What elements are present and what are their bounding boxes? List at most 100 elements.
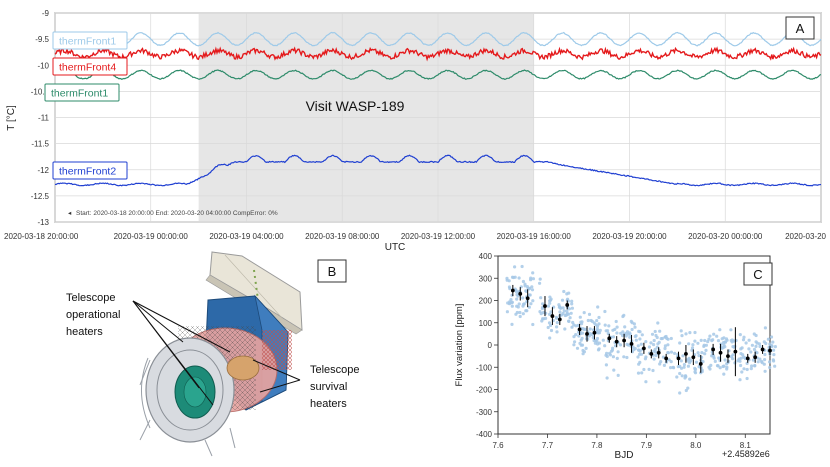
binned-point: [711, 347, 716, 352]
raw-point: [531, 277, 536, 281]
y-tick-label: 0: [488, 341, 493, 350]
raw-point: [752, 332, 756, 336]
raw-point: [725, 365, 729, 369]
raw-point: [516, 294, 520, 298]
x-tick-label: 7.7: [542, 441, 554, 450]
x-tick-label: 7.8: [591, 441, 603, 450]
raw-point: [638, 352, 642, 356]
binned-point: [745, 356, 750, 361]
raw-point: [688, 377, 692, 381]
raw-point: [769, 335, 774, 339]
panel-c-y-axis-label: Flux variation [ppm]: [454, 304, 465, 387]
raw-point: [647, 367, 651, 371]
raw-point: [570, 306, 575, 310]
raw-point: [640, 333, 644, 337]
panel-c-y-ticks: 400 300 200 100 0 -100 -200 -300 -400: [476, 252, 498, 439]
raw-point: [664, 334, 668, 339]
raw-point: [773, 364, 777, 368]
raw-point: [707, 337, 711, 341]
raw-point: [588, 327, 592, 331]
raw-point: [563, 327, 567, 331]
raw-point: [678, 341, 682, 345]
raw-point: [702, 344, 706, 348]
raw-point: [555, 325, 559, 329]
raw-point: [740, 346, 744, 350]
raw-point: [694, 360, 699, 364]
panel-a-label-box: [785, 16, 815, 40]
raw-point: [603, 344, 607, 348]
raw-point: [528, 293, 532, 297]
raw-point: [691, 343, 695, 347]
raw-point: [531, 271, 535, 275]
y-tick-label: -9: [42, 9, 50, 18]
raw-point: [510, 300, 514, 304]
raw-point: [693, 330, 697, 335]
raw-point: [652, 338, 656, 343]
operational-heater-callouts: [132, 300, 231, 406]
raw-point: [742, 355, 746, 359]
panel-a-temperature-chart: -9 -9.5 -10 -10.5 -11 -11.5 -12 -12.5 -13 2020-0…: [4, 9, 827, 253]
raw-point: [666, 343, 670, 347]
raw-point: [754, 340, 758, 344]
raw-point: [745, 376, 749, 381]
raw-point: [531, 299, 535, 303]
raw-point: [517, 302, 521, 306]
raw-point: [593, 341, 598, 345]
panel-a-label: A: [796, 21, 805, 36]
raw-point: [722, 364, 726, 368]
raw-point: [630, 327, 634, 332]
raw-point: [716, 339, 721, 343]
raw-point: [570, 299, 574, 303]
series-label-box: [52, 31, 128, 50]
raw-point: [708, 367, 712, 371]
raw-point: [514, 312, 518, 316]
raw-point: [751, 358, 756, 362]
raw-point: [597, 347, 601, 351]
panel-b-label-box: [317, 259, 347, 283]
raw-point: [688, 331, 692, 335]
raw-point: [524, 309, 528, 313]
raw-point: [647, 345, 652, 349]
binned-point: [622, 338, 627, 343]
raw-point: [768, 365, 772, 370]
raw-point: [508, 287, 512, 291]
x-tick-label: 8.0: [690, 441, 702, 450]
raw-point: [538, 277, 542, 281]
visit-window-label: Visit WASP-189: [306, 98, 405, 114]
panel-c-binned-points: [510, 284, 772, 377]
binned-point: [525, 296, 530, 301]
raw-point: [644, 380, 648, 384]
status-arrow-icon[interactable]: ◂: [68, 210, 72, 217]
raw-point: [637, 348, 641, 352]
raw-point: [649, 341, 653, 345]
raw-point: [555, 321, 559, 325]
raw-point: [562, 289, 566, 294]
raw-point: [736, 359, 740, 363]
binned-point: [518, 291, 523, 296]
raw-point: [514, 289, 518, 293]
raw-point: [679, 366, 684, 370]
raw-point: [644, 340, 648, 344]
x-tick-label: 2020-03-19 20:00:00: [592, 232, 667, 241]
raw-point: [669, 360, 673, 364]
raw-point: [659, 337, 663, 341]
raw-point: [515, 297, 519, 301]
binned-point: [656, 350, 661, 355]
raw-point: [686, 386, 690, 390]
raw-point: [723, 358, 727, 362]
raw-point: [669, 366, 673, 370]
raw-point: [675, 375, 679, 379]
y-tick-label: -10: [37, 61, 49, 70]
raw-point: [655, 345, 659, 349]
raw-point: [693, 366, 697, 370]
raw-point: [574, 333, 578, 337]
raw-point: [505, 276, 509, 280]
raw-point: [622, 313, 626, 317]
raw-point: [690, 346, 695, 350]
binned-point: [718, 350, 723, 355]
raw-point: [541, 302, 545, 306]
raw-point: [596, 305, 600, 309]
raw-point: [562, 309, 566, 313]
series-line-4: [54, 154, 822, 187]
raw-point: [709, 363, 713, 367]
